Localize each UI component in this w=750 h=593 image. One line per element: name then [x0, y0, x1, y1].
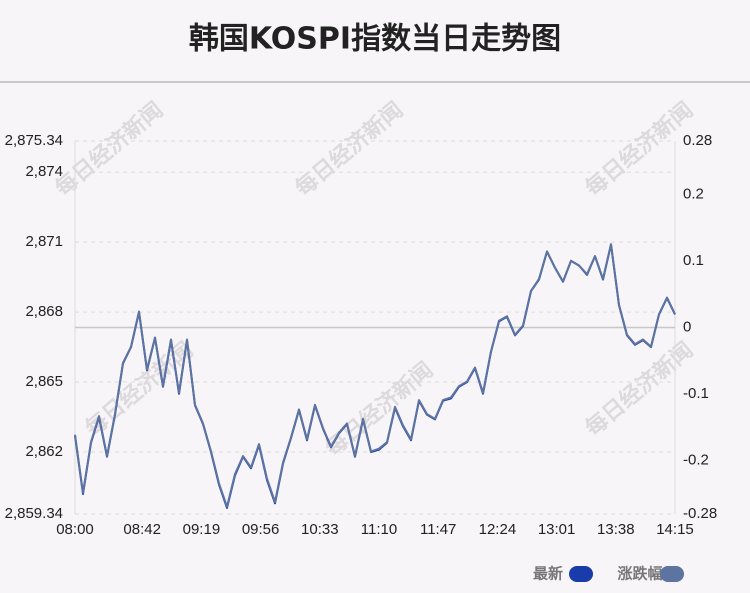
- x-tick-label: 09:56: [242, 521, 280, 538]
- x-tick-label: 11:47: [420, 521, 456, 538]
- y-tick-label: 2,875.34: [5, 132, 63, 149]
- y-tick-label: 2,874: [25, 163, 63, 180]
- y-tick-label: 2,865: [25, 373, 63, 390]
- x-tick-label: 12:24: [479, 521, 517, 538]
- y2-tick-label: 0.28: [683, 132, 712, 149]
- y2-tick-label: 0.1: [683, 252, 704, 269]
- x-tick-label: 11:10: [361, 521, 397, 538]
- legend-label: 涨跌幅: [617, 565, 662, 583]
- line-series: [74, 243, 676, 508]
- y2-tick-label: -0.1: [683, 385, 709, 402]
- legend-swatch: [660, 566, 684, 582]
- x-tick-label: 08:42: [123, 521, 161, 538]
- y-tick-label: 2,862: [25, 443, 63, 460]
- x-tick-label: 09:19: [183, 521, 221, 538]
- y2-tick-label: -0.2: [683, 452, 709, 469]
- legend-swatch: [569, 566, 593, 582]
- y-tick-label: 2,871: [25, 233, 63, 250]
- legend-label: 最新: [533, 565, 563, 583]
- y-tick-label: 2,859.34: [5, 505, 63, 522]
- x-tick-label: 13:01: [538, 521, 576, 538]
- x-tick-label: 13:38: [597, 521, 635, 538]
- chart-title: 韩国KOSPI指数当日走势图: [189, 22, 561, 57]
- x-tick-label: 08:00: [56, 521, 94, 538]
- y2-tick-label: 0: [683, 318, 691, 335]
- y-tick-label: 2,868: [25, 303, 63, 320]
- y2-tick-label: 0.2: [683, 185, 704, 202]
- y2-tick-label: -0.28: [683, 505, 717, 522]
- x-tick-label: 14:15: [656, 521, 694, 538]
- x-tick-label: 10:33: [301, 521, 339, 538]
